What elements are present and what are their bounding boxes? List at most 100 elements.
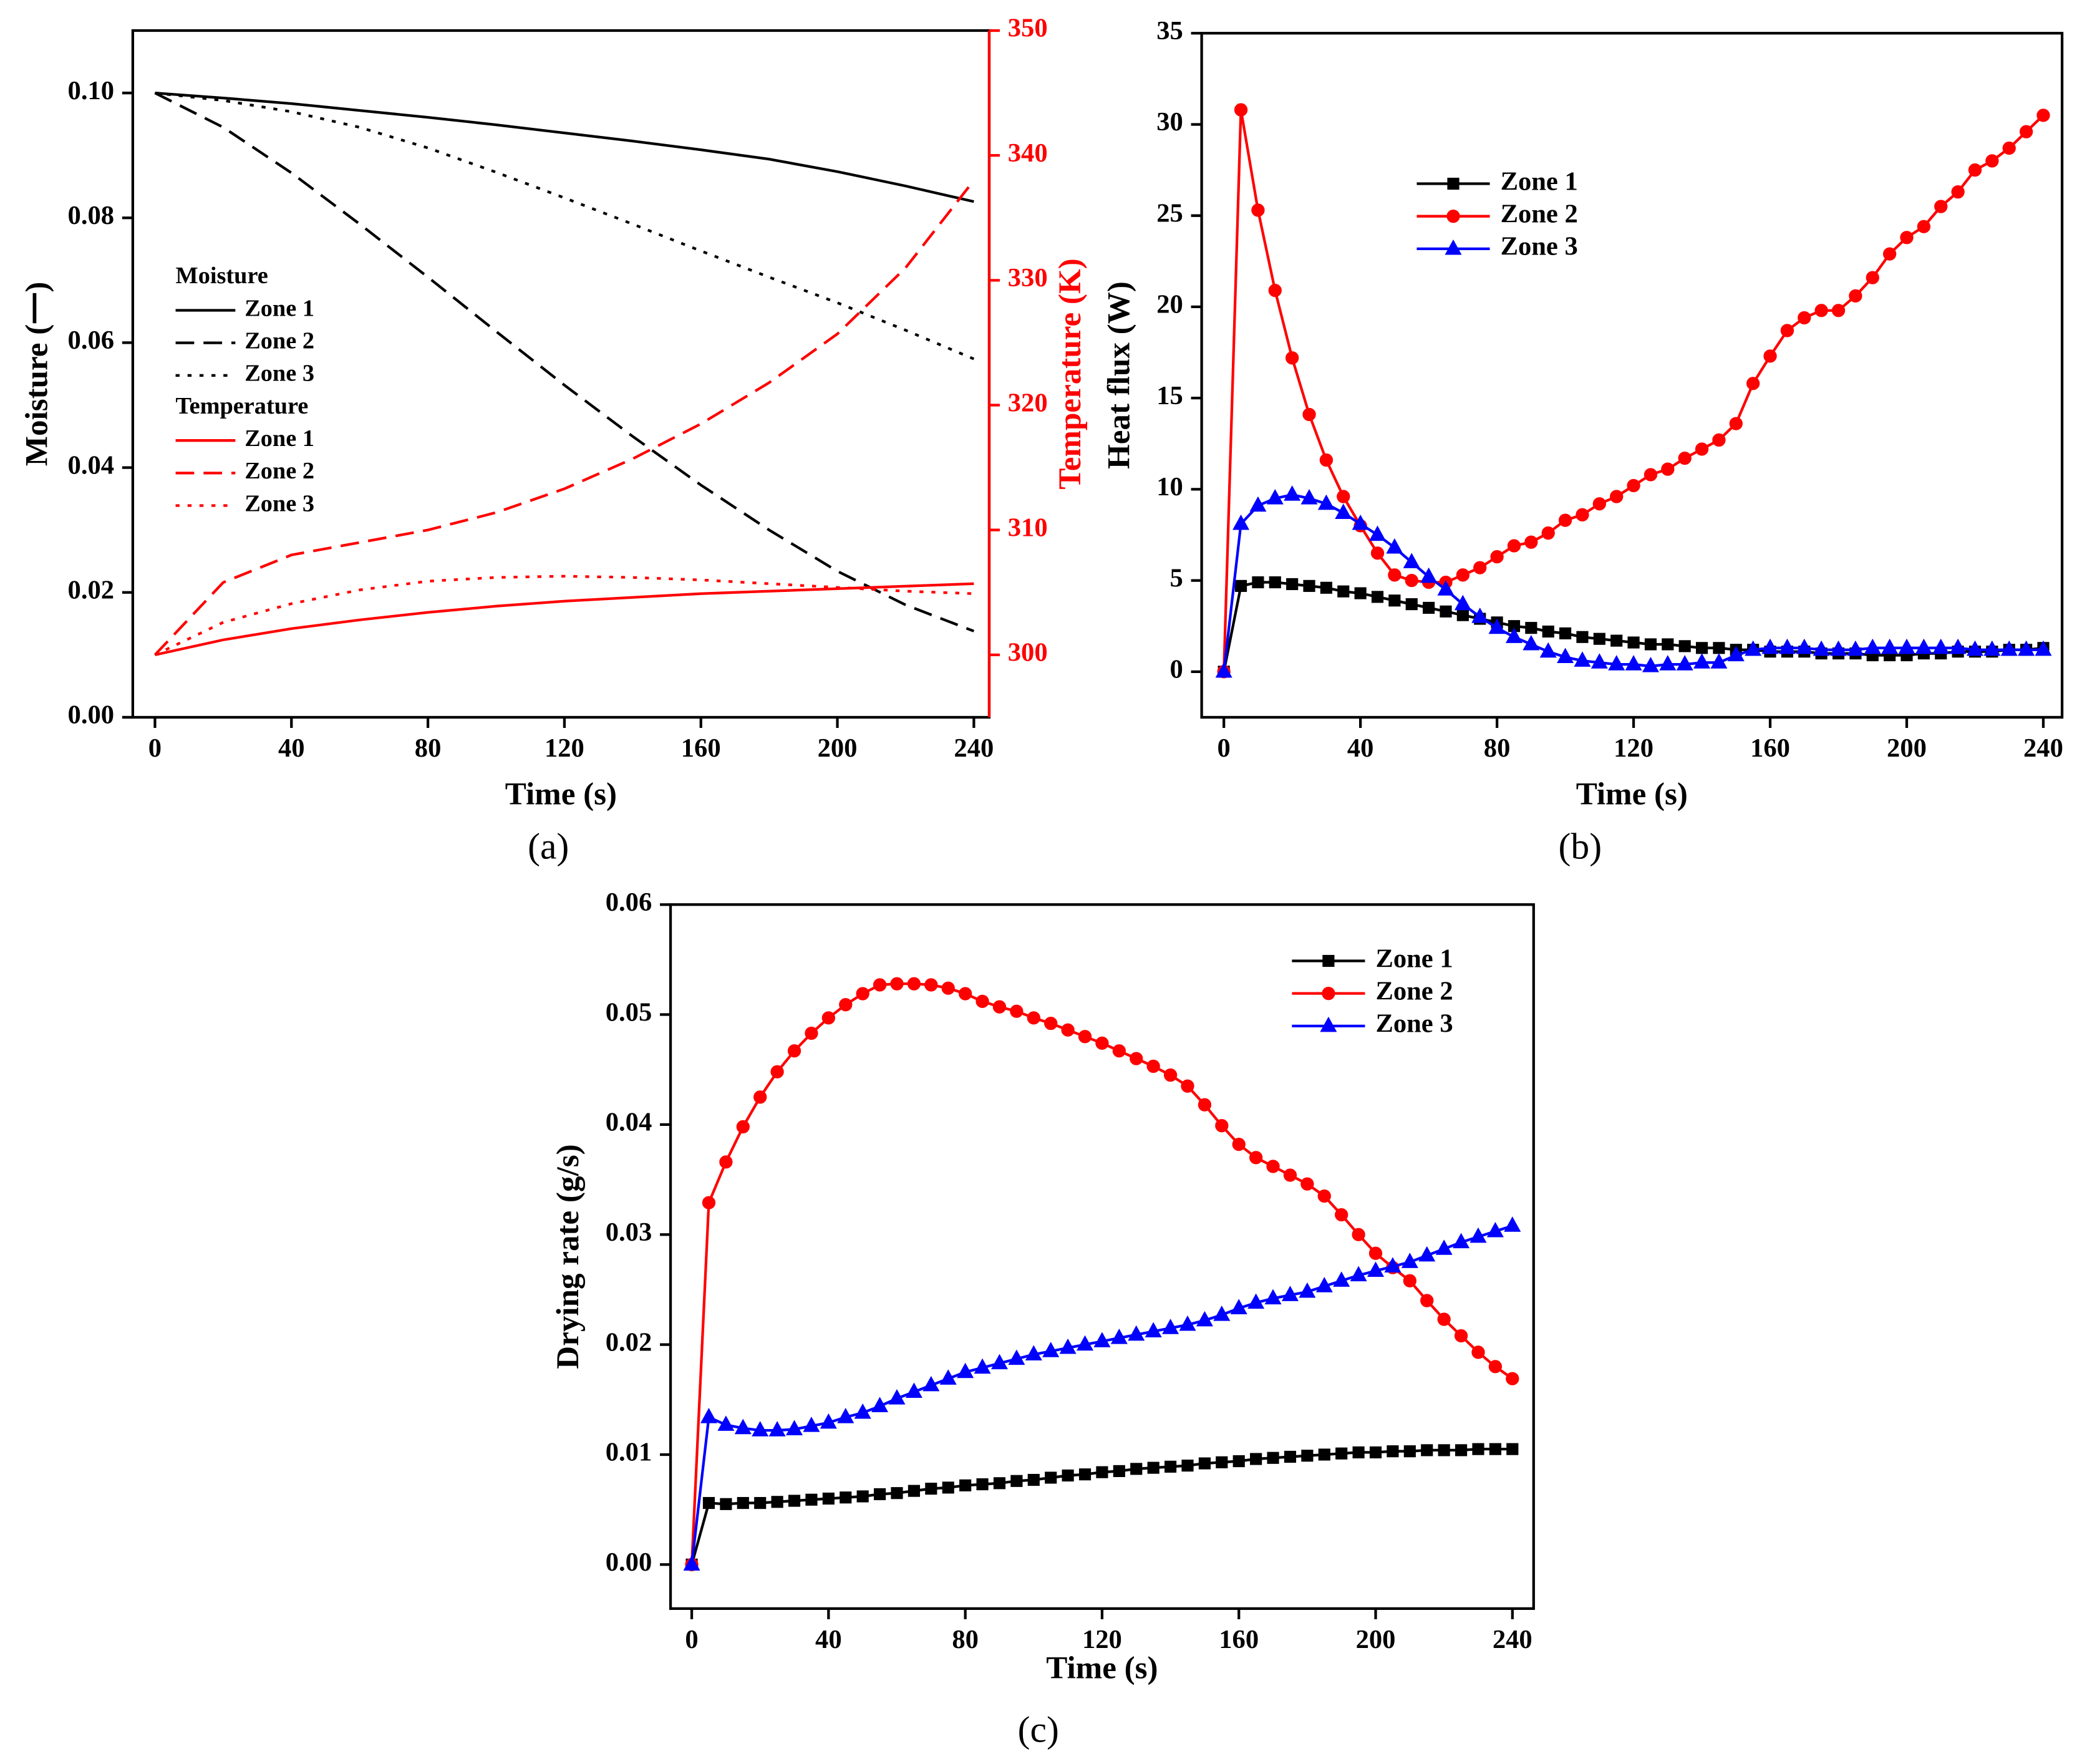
marker xyxy=(1966,640,1983,656)
legend-label: Zone 2 xyxy=(245,327,314,354)
marker xyxy=(702,1496,715,1510)
marker xyxy=(820,1413,837,1429)
legend-entry: Zone 2 xyxy=(1292,976,1453,1006)
x-tick-label: 200 xyxy=(818,734,858,763)
marker xyxy=(922,1375,940,1392)
marker xyxy=(925,1483,937,1495)
y2-tick-label: 330 xyxy=(1008,263,1048,293)
marker xyxy=(1181,1079,1194,1093)
marker xyxy=(888,1389,906,1405)
marker xyxy=(1438,1444,1450,1456)
x-tick-label: 120 xyxy=(545,734,584,763)
marker xyxy=(1420,567,1438,583)
marker xyxy=(1847,640,1864,656)
marker xyxy=(1437,1312,1451,1326)
legend-label: Zone 1 xyxy=(1501,167,1578,196)
marker xyxy=(1045,1471,1057,1484)
marker xyxy=(1471,1345,1485,1359)
y2-axis-title: Temperature (K) xyxy=(1052,258,1088,489)
marker xyxy=(1299,1282,1316,1298)
marker xyxy=(1523,634,1540,651)
marker xyxy=(1713,642,1725,654)
marker xyxy=(1659,655,1677,671)
marker xyxy=(1281,1286,1299,1301)
marker xyxy=(1678,452,1692,465)
x-tick-label: 200 xyxy=(1887,734,1927,763)
legend-title: Moisture xyxy=(176,263,268,289)
marker xyxy=(1642,657,1659,672)
chart-1: 0 40 80 120 160 200 240 0 5 10 15 20 25 30 35 Time (s) H… xyxy=(1102,16,2064,867)
marker xyxy=(1489,1443,1501,1455)
marker xyxy=(1727,646,1745,662)
x-axis-title: Time (s) xyxy=(505,776,617,812)
x-tick-label: 160 xyxy=(681,734,721,763)
marker xyxy=(1576,508,1589,521)
marker xyxy=(1456,568,1470,582)
marker xyxy=(1164,1460,1177,1473)
marker xyxy=(1830,640,1847,656)
marker xyxy=(1352,514,1369,530)
marker xyxy=(1335,1208,1348,1222)
marker xyxy=(1249,496,1267,512)
marker xyxy=(1488,1360,1503,1374)
marker xyxy=(1455,1444,1468,1456)
marker xyxy=(1778,638,1796,654)
marker xyxy=(1110,1329,1128,1344)
marker xyxy=(1093,1332,1111,1347)
marker xyxy=(1541,526,1555,540)
marker xyxy=(992,1000,1007,1014)
marker xyxy=(1302,407,1316,422)
x-tick-label: 120 xyxy=(1082,1625,1122,1654)
x-tick-label: 0 xyxy=(1218,734,1231,763)
marker xyxy=(1610,490,1624,503)
legend-entry: Zone 3 xyxy=(1416,232,1578,261)
marker xyxy=(1284,1450,1297,1463)
marker xyxy=(1320,581,1332,594)
y-tick-label: 0.08 xyxy=(68,201,115,230)
marker xyxy=(1247,1293,1265,1309)
marker xyxy=(1881,638,1899,654)
x-tick-label: 40 xyxy=(1347,734,1374,763)
y-axis-title: Drying rate (g/s) xyxy=(550,1144,586,1369)
marker xyxy=(1447,177,1460,190)
marker xyxy=(1524,535,1538,549)
marker xyxy=(1472,1443,1484,1455)
y-tick-label: 0.10 xyxy=(68,76,115,105)
marker xyxy=(719,1155,733,1169)
marker xyxy=(1644,468,1658,482)
marker xyxy=(1507,539,1521,553)
y-tick-label: 0.06 xyxy=(606,888,652,917)
y-tick-label: 25 xyxy=(1156,198,1183,228)
marker xyxy=(1112,1044,1126,1058)
chart-2: 0 40 80 120 160 200 240 0.00 0.01 0.02 0.03 0.04 0.0… xyxy=(550,888,1535,1750)
marker xyxy=(1335,1447,1348,1460)
marker xyxy=(856,1490,869,1503)
y-tick-label: 0.06 xyxy=(68,326,115,355)
marker xyxy=(1283,1168,1297,1182)
marker xyxy=(1264,1289,1282,1305)
plot-frame xyxy=(1200,32,2064,719)
marker xyxy=(1162,1319,1179,1334)
marker xyxy=(1831,304,1846,317)
marker xyxy=(1917,220,1931,233)
marker xyxy=(1591,653,1608,669)
marker xyxy=(1486,1221,1504,1238)
x-tick-label: 240 xyxy=(954,734,994,763)
marker xyxy=(1695,442,1709,456)
marker xyxy=(1661,462,1675,476)
marker xyxy=(787,1044,801,1058)
marker xyxy=(1230,1299,1247,1314)
marker xyxy=(959,1479,972,1491)
marker xyxy=(1232,1455,1245,1468)
marker xyxy=(1354,587,1367,599)
marker xyxy=(1542,625,1554,638)
y-tick-label: 15 xyxy=(1156,381,1183,410)
marker xyxy=(1027,1011,1040,1025)
marker xyxy=(1712,433,1726,447)
marker xyxy=(990,1354,1008,1370)
series-line xyxy=(154,582,974,656)
marker xyxy=(1729,417,1743,430)
marker xyxy=(907,977,921,991)
marker xyxy=(1423,601,1435,614)
marker xyxy=(1445,239,1462,255)
